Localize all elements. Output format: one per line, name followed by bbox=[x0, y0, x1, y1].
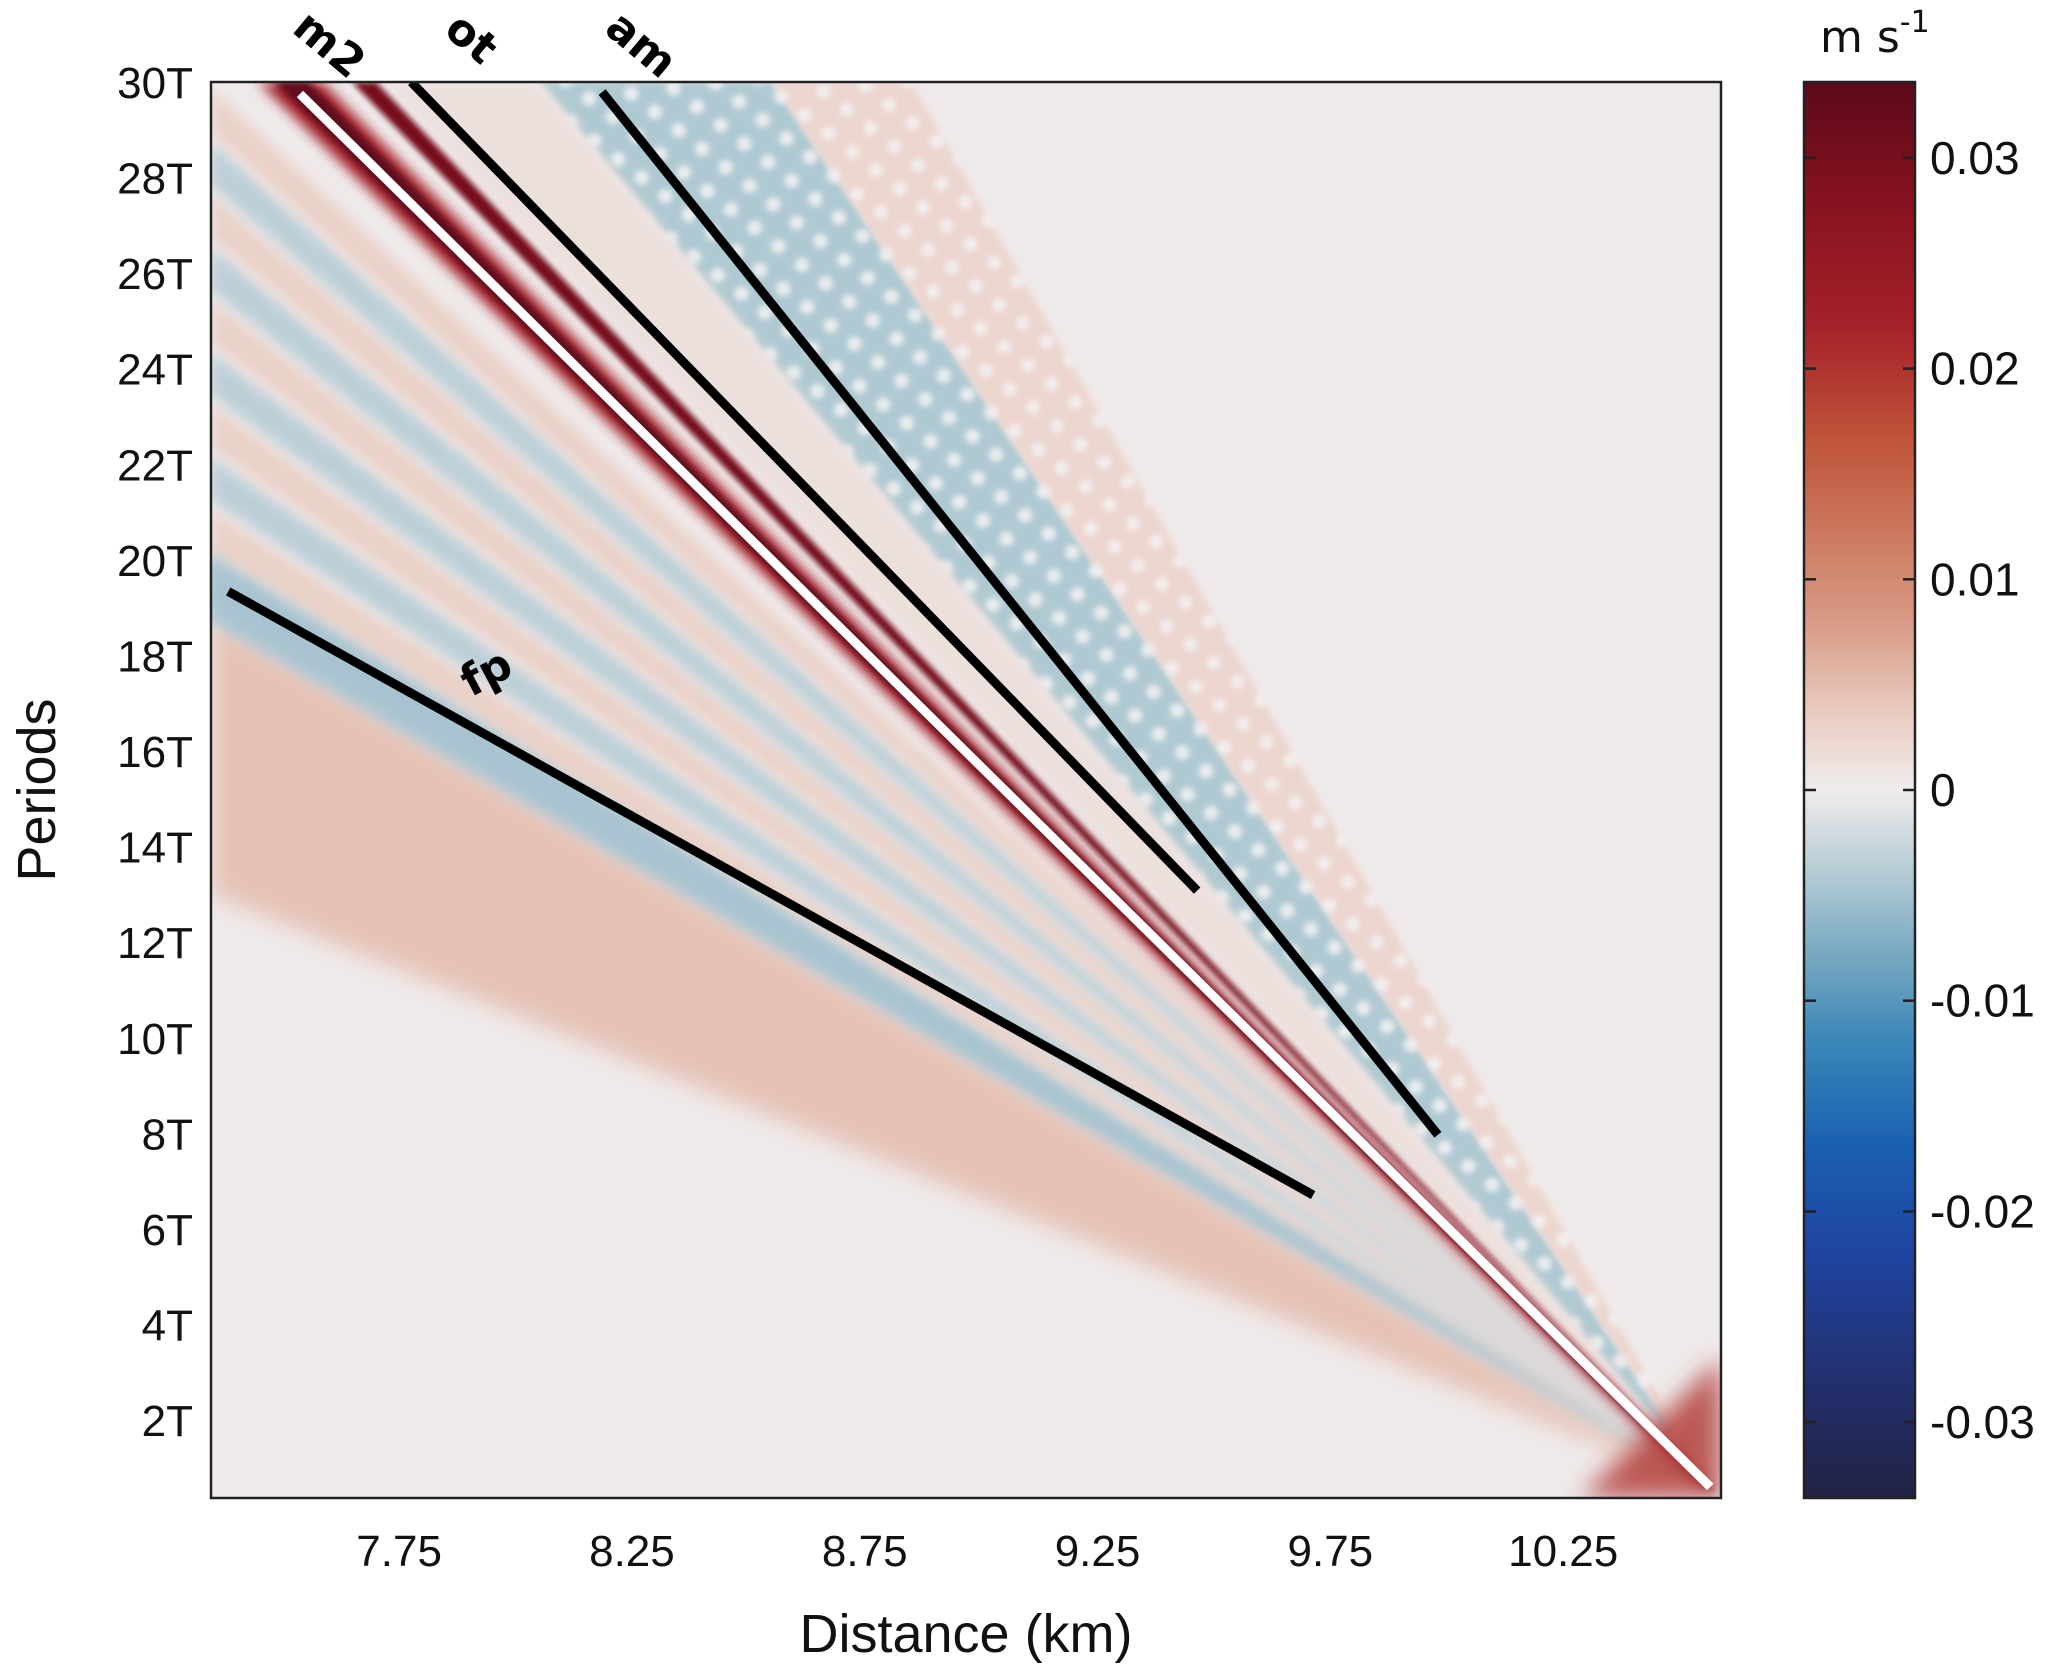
fan-stripe bbox=[211, 88, 1711, 1488]
y-axis: 2T 4T 6T 8T 10T 12T 14T 16T 18T 20T 22T 24T 26T 28T 30… bbox=[117, 59, 193, 1446]
annotation-label-am: am bbox=[596, 1, 687, 89]
annotation-lines bbox=[226, 82, 1714, 1491]
colorbar-tick-label: 0.03 bbox=[1930, 132, 2020, 184]
colorbar-gradient bbox=[1802, 80, 1917, 1500]
y-tick-label: 8T bbox=[142, 1110, 193, 1159]
y-tick-label: 28T bbox=[117, 155, 193, 204]
colorbar: 0.03 0.02 0.01 0 -0.01 -0.02 -0.03 m s-1 bbox=[1802, 5, 2035, 1500]
x-axis: 7.75 8.25 8.75 9.25 9.75 10.25 bbox=[356, 1527, 1618, 1576]
x-tick-label: 9.25 bbox=[1055, 1527, 1141, 1576]
y-tick-label: 2T bbox=[142, 1397, 193, 1446]
annotation-label-ot: ot bbox=[435, 2, 507, 74]
plot-frame bbox=[209, 80, 1723, 1500]
plot-area bbox=[211, 82, 1721, 1498]
x-tick-label: 7.75 bbox=[356, 1527, 442, 1576]
y-axis-title: Periods bbox=[7, 698, 67, 881]
y-tick-label: 14T bbox=[117, 824, 193, 873]
annotation-line-ot bbox=[407, 82, 1201, 894]
annotation-line-am bbox=[598, 89, 1442, 1138]
annotation-line-m2 bbox=[296, 90, 1714, 1491]
heatmap-field bbox=[211, 82, 1721, 1498]
y-tick-label: 4T bbox=[142, 1302, 193, 1351]
fan-stripe bbox=[211, 456, 1711, 1488]
fan-stripe bbox=[211, 404, 1711, 1488]
fan-stripe bbox=[211, 351, 1711, 1488]
fan-stripe bbox=[211, 298, 1711, 1488]
colorbar-tick-label: -0.03 bbox=[1930, 1396, 2035, 1448]
x-axis-title: Distance (km) bbox=[799, 1604, 1132, 1664]
fan-stripe bbox=[211, 193, 1711, 1488]
colorbar-tick-label: 0 bbox=[1930, 764, 1956, 816]
x-tick-label: 8.25 bbox=[589, 1527, 675, 1576]
x-tick-label: 10.25 bbox=[1508, 1527, 1618, 1576]
colorbar-ticks: 0.03 0.02 0.01 0 -0.01 -0.02 -0.03 bbox=[1804, 132, 2035, 1448]
y-tick-label: 26T bbox=[117, 250, 193, 299]
fan-stripe bbox=[211, 141, 1711, 1488]
y-tick-label: 20T bbox=[117, 537, 193, 586]
secondary-red-band bbox=[351, 82, 1711, 1488]
y-tick-label: 6T bbox=[142, 1206, 193, 1255]
colorbar-tick-label: 0.02 bbox=[1930, 343, 2020, 395]
colorbar-units: m s-1 bbox=[1820, 5, 1930, 63]
colorbar-tick-label: -0.01 bbox=[1930, 975, 2035, 1027]
annotation-line-fp bbox=[226, 587, 1316, 1199]
y-tick-label: 30T bbox=[117, 59, 193, 108]
colorbar-tick-label: -0.02 bbox=[1930, 1185, 2035, 1237]
colorbar-tick-label: 0.01 bbox=[1930, 553, 2020, 605]
pale-band bbox=[385, 82, 1711, 1488]
colorbar-units-exponent: -1 bbox=[1900, 5, 1930, 40]
fan-stripe bbox=[211, 509, 1711, 1488]
y-tick-label: 22T bbox=[117, 441, 193, 490]
x-tick-label: 9.75 bbox=[1288, 1527, 1374, 1576]
dotted-red-band bbox=[771, 82, 1711, 1488]
y-tick-label: 24T bbox=[117, 346, 193, 395]
colorbar-units-base: m s bbox=[1820, 12, 1900, 63]
fan-stripe bbox=[211, 246, 1711, 1488]
x-tick-label: 8.75 bbox=[822, 1527, 908, 1576]
annotation-label-m2: m2 bbox=[284, 0, 375, 88]
y-tick-label: 16T bbox=[117, 728, 193, 777]
y-tick-label: 10T bbox=[117, 1015, 193, 1064]
y-tick-label: 18T bbox=[117, 632, 193, 681]
y-tick-label: 12T bbox=[117, 919, 193, 968]
